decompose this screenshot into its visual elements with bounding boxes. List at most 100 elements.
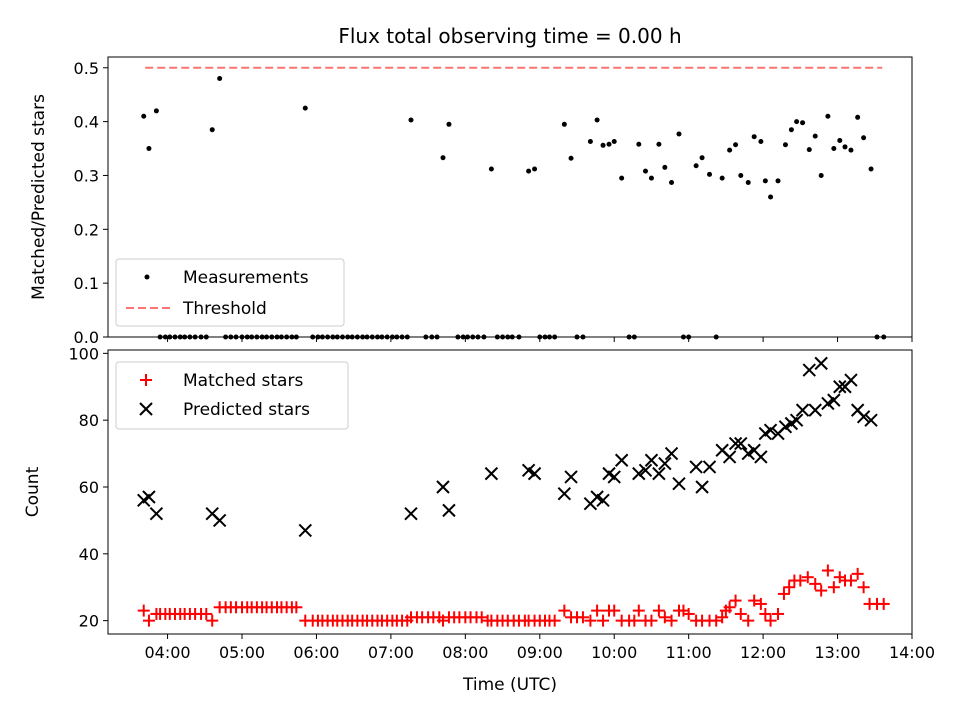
matched-star-point [777, 587, 790, 600]
predicted-star-point [436, 480, 450, 494]
measurement-point [868, 166, 874, 172]
measurement-point [800, 120, 806, 126]
predicted-star-point [844, 373, 858, 387]
chart-title: Flux total observing time = 0.00 h [338, 24, 681, 48]
measurement-point [642, 168, 648, 174]
predicted-star-point [596, 493, 610, 508]
top-y-tick-label: 0.4 [74, 113, 99, 132]
matched-star-point [794, 574, 807, 587]
matched-star-point [772, 607, 784, 620]
top-y-tick-label: 0.0 [74, 328, 99, 347]
legend-threshold-label: Threshold [182, 299, 267, 319]
measurement-point [488, 166, 494, 172]
predicted-star-point [833, 380, 847, 394]
matched-star-point [729, 594, 742, 607]
measurement-point [594, 117, 600, 123]
x-tick-label: 14:00 [889, 643, 935, 662]
predicted-star-point [298, 523, 312, 538]
predicted-star-point [789, 413, 804, 427]
predicted-star-point [702, 460, 717, 474]
predicted-star-point [754, 450, 768, 464]
bottom-y-ticks: 20 40 60 80 100 [68, 344, 108, 631]
measurement-point [217, 76, 223, 82]
predicted-star-point [149, 507, 164, 521]
matched-star-point [597, 614, 610, 627]
measurement-point [209, 127, 215, 133]
x-tick-label: 10:00 [591, 643, 637, 662]
measurement-point [812, 133, 818, 139]
matched-star-point [742, 614, 755, 627]
predicted-star-point [856, 410, 871, 424]
matched-star-point [857, 581, 870, 594]
predicted-star-point [802, 363, 816, 377]
top-x-ticks [167, 337, 913, 342]
measurement-point [831, 146, 837, 152]
matched-star-point [632, 604, 645, 617]
predicted-stars-points [137, 356, 878, 538]
matched-star-point [723, 601, 736, 614]
measurement-point [699, 155, 705, 161]
legend-matched-label: Matched stars [183, 371, 303, 391]
predicted-star-point [808, 403, 822, 417]
matched-star-point [658, 611, 671, 624]
bottom-y-tick-label: 100 [68, 344, 99, 363]
top-legend-box [115, 258, 345, 327]
matched-star-point [815, 584, 828, 597]
top-y-axis-label: Matched/Predicted stars [29, 94, 49, 300]
legend-matched-marker [140, 374, 152, 386]
top-y-tick-label: 0.3 [74, 166, 99, 185]
bottom-legend-box [115, 361, 349, 430]
matched-star-point [206, 614, 219, 627]
measurement-point [719, 175, 725, 181]
matched-star-point [801, 571, 814, 584]
predicted-star-point [614, 453, 629, 467]
measurement-point [775, 178, 781, 184]
measurement-point [788, 127, 794, 133]
matched-star-point [809, 577, 822, 590]
measurement-point [146, 146, 152, 152]
predicted-star-point [795, 403, 810, 417]
measurement-point [669, 179, 675, 185]
matched-star-point [628, 614, 641, 627]
matched-stars-points [137, 564, 890, 627]
measurement-point [848, 147, 854, 153]
measurement-point [600, 142, 606, 148]
matched-star-point [827, 581, 840, 594]
matched-star-point [748, 594, 761, 607]
predicted-star-point [672, 476, 686, 491]
measurement-point [648, 175, 654, 181]
matched-star-point [821, 564, 834, 577]
predicted-star-point [864, 413, 878, 427]
measurement-point [825, 113, 831, 119]
predicted-star-point [814, 356, 828, 371]
measurement-point [619, 175, 625, 181]
x-tick-label: 06:00 [293, 643, 339, 662]
matched-star-point [716, 611, 729, 624]
measurement-point [794, 119, 800, 125]
measurement-point [758, 139, 764, 145]
predicted-star-point [212, 513, 227, 528]
measurement-point [837, 137, 843, 143]
matched-star-point [608, 604, 621, 617]
top-y-tick-label: 0.2 [74, 220, 99, 239]
predicted-star-point [557, 486, 572, 501]
matched-star-point [734, 607, 747, 620]
legend-predicted-marker [139, 402, 153, 416]
predicted-star-point [664, 446, 679, 461]
measurement-point [440, 155, 446, 161]
bottom-legend: Matched stars Predicted stars [115, 361, 349, 430]
matched-star-point [851, 567, 864, 580]
bottom-y-tick-label: 80 [79, 411, 99, 430]
measurement-point [733, 142, 739, 148]
matched-star-point [877, 597, 890, 610]
measurement-point [855, 114, 861, 120]
x-tick-label: 11:00 [666, 643, 712, 662]
matched-star-point [142, 614, 155, 627]
measurement-point [153, 108, 159, 114]
bottom-y-axis-label: Count [23, 466, 43, 517]
predicted-star-point [695, 480, 709, 494]
top-y-tick-label: 0.1 [74, 274, 99, 293]
x-tick-label: 04:00 [145, 643, 191, 662]
bottom-y-tick-label: 60 [79, 478, 99, 497]
x-tick-label: 05:00 [219, 643, 265, 662]
